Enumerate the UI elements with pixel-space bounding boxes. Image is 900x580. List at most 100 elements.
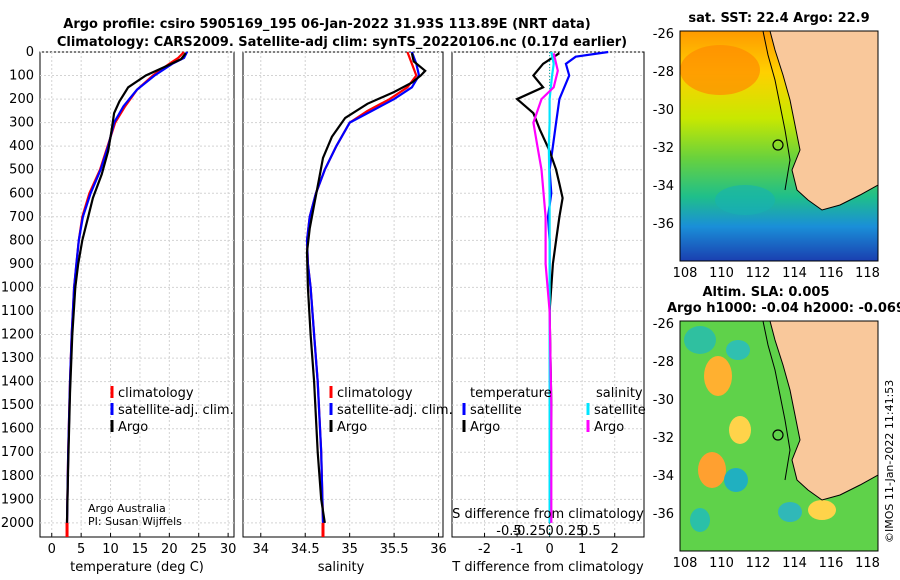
xtick-2--2: -2	[478, 542, 491, 557]
title-line2: Climatology: CARS2009. Satellite-adj cli…	[57, 35, 627, 50]
sla-cool-4	[778, 502, 802, 522]
sst-map-frame	[679, 30, 879, 262]
sla-map-ticks: -26 -28 -30 -32 -34 -36 108 110 112 114 116 118	[653, 317, 880, 571]
pressure-tick-1900: 1900	[1, 492, 34, 507]
xtick-2--1: -1	[511, 542, 524, 557]
xtick-1-34.5: 34.5	[291, 542, 320, 557]
sla-argo-location	[772, 429, 784, 441]
legend2-climatology: climatology	[337, 386, 413, 401]
sla-warm-1	[704, 356, 732, 396]
sla-map-title2: Argo h1000: -0.04 h2000: -0.069	[667, 301, 900, 316]
sla-map	[680, 321, 878, 551]
pressure-tick-1700: 1700	[1, 445, 34, 460]
sla-warm-2	[698, 452, 726, 488]
sst-warm-patch	[680, 45, 760, 95]
map2-ticks-lon-112: 112	[746, 556, 771, 571]
xtick-0-20: 20	[161, 542, 178, 557]
sla-cool-5	[690, 508, 710, 532]
temperature-legend: climatology satellite-adj. clim. Argo	[110, 386, 234, 435]
diff-series-salinity-argo	[532, 52, 559, 523]
pressure-tick-200: 200	[9, 92, 34, 107]
map2-ticks-lat--26: -26	[653, 317, 674, 332]
pressure-tick-800: 800	[9, 233, 34, 248]
map1-ticks-lat--34: -34	[653, 179, 674, 194]
sla-warm-4	[808, 500, 836, 520]
diff-legend-salinity: salinity	[596, 386, 643, 401]
sst-map-ticks: -26 -28 -30 -32 -34 -36 108 110 112 114 116 118	[653, 27, 880, 281]
s-diff-tick-0.5: 0.5	[580, 524, 601, 539]
diff-legend-t-satellite: satellite	[470, 403, 522, 418]
xtick-0-30: 30	[220, 542, 237, 557]
map1-ticks-lon-110: 110	[709, 266, 734, 281]
diff-legend-s-argo: Argo	[594, 420, 624, 435]
pressure-tick-2000: 2000	[1, 516, 34, 531]
s-diff-tick-0.25: 0.25	[555, 524, 584, 539]
map2-ticks-lon-108: 108	[673, 556, 698, 571]
xtick-2-1: 1	[578, 542, 586, 557]
salinity-axis-label: salinity	[318, 560, 365, 575]
sla-shelf-contour	[762, 321, 791, 481]
map1-ticks-lat--30: -30	[653, 103, 674, 118]
xtick-1-35: 35	[341, 542, 358, 557]
sst-shelf-contour	[762, 31, 791, 191]
map2-ticks-lat--32: -32	[653, 431, 674, 446]
imos-watermark: ©IMOS 11-Jan-2022 11:41:53	[883, 380, 896, 543]
salinity-legend: climatology satellite-adj. clim. Argo	[329, 386, 453, 435]
series-1-satellite-adj-clim-	[305, 51, 421, 523]
credit-line1: Argo Australia	[88, 502, 166, 515]
map2-ticks-lat--28: -28	[653, 355, 674, 370]
diff-legend-s-satellite: satellite	[594, 403, 646, 418]
map2-ticks-lon-114: 114	[782, 556, 807, 571]
map1-ticks-lon-118: 118	[855, 266, 880, 281]
xtick-0-10: 10	[102, 542, 119, 557]
pressure-tick-1100: 1100	[1, 304, 34, 319]
diff-series-temperature-argo	[515, 52, 564, 523]
pressure-tick-700: 700	[9, 210, 34, 225]
pressure-tick-100: 100	[9, 69, 34, 84]
sla-warm-3	[729, 416, 751, 444]
xtick-1-36: 36	[430, 542, 447, 557]
pressure-tick-1800: 1800	[1, 469, 34, 484]
legend-climatology: climatology	[118, 386, 194, 401]
difference-legend: temperature salinity satellite Argo sate…	[462, 386, 646, 435]
map2-ticks-lat--34: -34	[653, 469, 674, 484]
pressure-tick-1500: 1500	[1, 398, 34, 413]
map2-ticks-lat--36: -36	[653, 507, 674, 522]
legend2-satellite: satellite-adj. clim.	[337, 403, 453, 418]
pressure-tick-300: 300	[9, 116, 34, 131]
map2-ticks-lon-116: 116	[819, 556, 844, 571]
pressure-tick-1300: 1300	[1, 351, 34, 366]
diff-legend-t-argo: Argo	[470, 420, 500, 435]
map2-ticks-lat--30: -30	[653, 393, 674, 408]
map1-ticks-lon-116: 116	[819, 266, 844, 281]
map2-ticks-lon-118: 118	[855, 556, 880, 571]
pressure-tick-labels: 0 100 200 300 400 500 600 700 800 900 1000 1100 1200…	[1, 45, 34, 531]
sla-map-title1: Altim. SLA: 0.005	[703, 285, 830, 300]
s-diff-tick--0.25: -0.25	[512, 524, 546, 539]
map1-ticks-lon-112: 112	[746, 266, 771, 281]
salinity-panel	[242, 51, 444, 538]
xtick-2-2: 2	[611, 542, 619, 557]
xtick-1-35.5: 35.5	[380, 542, 409, 557]
xtick-0-5: 5	[77, 542, 85, 557]
xtick-2-0: 0	[545, 542, 553, 557]
map1-ticks-lat--26: -26	[653, 27, 674, 42]
temperature-axis-label: temperature (deg C)	[70, 560, 204, 575]
map1-ticks-lat--36: -36	[653, 217, 674, 232]
sla-cool-2	[726, 340, 750, 360]
series-1-argo	[305, 52, 427, 524]
map1-ticks-lon-114: 114	[782, 266, 807, 281]
pressure-tick-900: 900	[9, 257, 34, 272]
s-diff-tick--0.5: -0.5	[496, 524, 521, 539]
pressure-tick-0: 0	[26, 45, 34, 60]
sst-map	[680, 31, 878, 261]
sst-land	[769, 31, 878, 211]
map1-ticks-lat--32: -32	[653, 141, 674, 156]
sst-argo-location	[772, 139, 784, 151]
xtick-0-15: 15	[132, 542, 149, 557]
pressure-tick-500: 500	[9, 163, 34, 178]
sla-cool-3	[724, 468, 748, 492]
pressure-tick-1200: 1200	[1, 328, 34, 343]
map1-ticks-lon-108: 108	[673, 266, 698, 281]
